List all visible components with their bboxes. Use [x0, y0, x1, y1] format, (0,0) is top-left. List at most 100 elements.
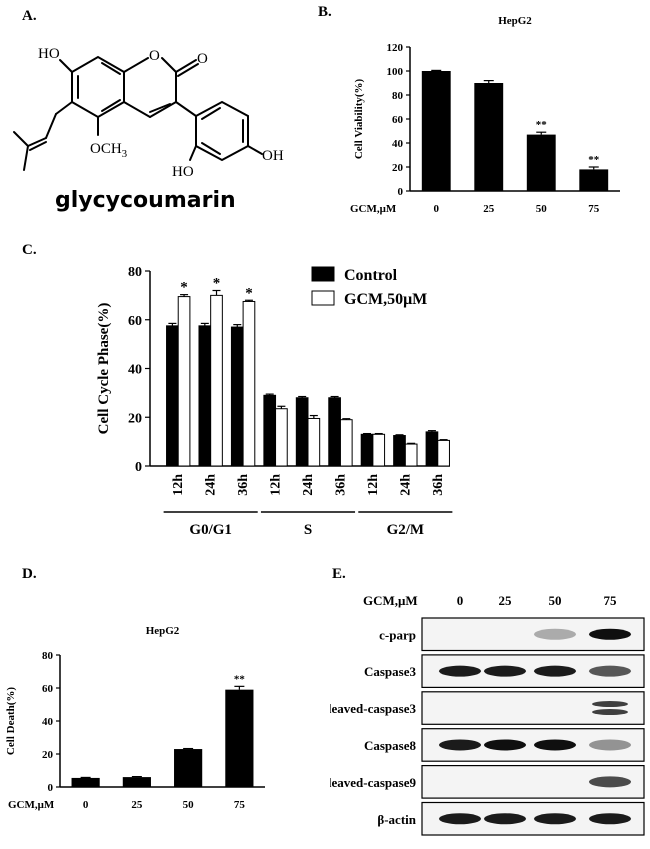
x-tick-label: 0	[83, 799, 89, 811]
bar-gcm-8	[437, 439, 450, 467]
band	[484, 813, 526, 825]
band	[534, 628, 576, 640]
group-label: G2/M	[387, 522, 425, 538]
atom-o-ring: O	[149, 48, 160, 64]
x-tick-label: 24h	[204, 474, 219, 496]
x-tick-label: 24h	[398, 474, 413, 496]
atom-o-carbonyl: O	[197, 51, 208, 67]
x-axis-label: GCM,μM	[8, 799, 55, 811]
y-tick-label: 80	[42, 650, 54, 662]
legend-label: Control	[344, 267, 398, 284]
y-tick-label: 120	[387, 42, 404, 54]
compound-name: glycycoumarin	[55, 188, 236, 213]
significance-marker: *	[245, 285, 253, 301]
blot-row-label: Caspase8	[364, 738, 417, 753]
band	[592, 701, 628, 708]
y-tick-label: 40	[392, 138, 404, 150]
band	[484, 665, 526, 677]
band	[589, 628, 631, 640]
lane-label: 50	[549, 593, 562, 608]
blot-row-label: Cleaved-caspase3	[330, 701, 416, 716]
blot-membrane	[421, 691, 645, 725]
band	[589, 665, 631, 677]
band	[589, 813, 631, 825]
y-tick-label: 80	[392, 90, 404, 102]
y-tick-label: 0	[398, 186, 404, 198]
y-tick-label: 40	[128, 363, 142, 378]
group-label: G0/G1	[189, 522, 232, 538]
band	[439, 813, 481, 825]
chart-d-cell-death: 0 20 40 60 80 0 25 50 75 ** GCM,μM HepG2 Cell Death(…	[5, 625, 265, 811]
x-axis-label: GCM,μM	[350, 203, 397, 215]
y-tick-label: 60	[42, 683, 54, 695]
lane-label: 0	[457, 593, 464, 608]
benzene-ring	[71, 55, 125, 119]
atom-ho-bottom: HO	[172, 164, 194, 180]
y-tick-label: 20	[128, 411, 142, 426]
bar-gcm-4	[307, 417, 321, 467]
atom-och3: OCH3	[90, 141, 128, 160]
bar-gcm-1	[210, 294, 223, 467]
bar-gcm-2	[242, 300, 256, 467]
bar-50	[174, 749, 203, 787]
chart-title: HepG2	[498, 15, 532, 27]
bar-control-2	[230, 326, 244, 467]
bar-gcm-3	[275, 408, 288, 467]
band	[534, 665, 576, 677]
blot-row-label: c-parp	[379, 627, 416, 642]
bar-control-1	[198, 325, 212, 467]
band	[534, 739, 576, 751]
band	[589, 739, 631, 751]
band	[589, 776, 631, 788]
x-tick-label: 12h	[171, 474, 186, 496]
legend-swatch	[311, 266, 335, 282]
x-tick-label: 36h	[333, 474, 348, 496]
panel-label-c: C.	[22, 242, 37, 258]
significance-marker: **	[588, 154, 600, 166]
significance-marker: *	[180, 280, 188, 296]
bar-25	[122, 777, 151, 787]
y-tick-label: 20	[42, 749, 54, 761]
bar-50	[526, 134, 556, 191]
chart-title: HepG2	[146, 625, 180, 637]
atom-oh-right: OH	[262, 148, 284, 164]
chart-c-cell-cycle: 0 20 40 60 80 * 12h * 24h * 36h 12h 24h 36h 12h 24h 36h G…	[96, 265, 453, 538]
bar-control-3	[263, 394, 277, 467]
x-tick-label: 36h	[236, 474, 251, 496]
bar-0	[71, 777, 100, 787]
significance-marker: **	[536, 119, 548, 131]
x-tick-label: 75	[234, 799, 246, 811]
panel-label-d: D.	[22, 566, 37, 582]
significance-marker: *	[213, 276, 221, 292]
blot-row-label: Cleaved-caspase9	[330, 775, 416, 790]
chart-b-cell-viability: 0 20 40 60 80 100 120 0 25 50 ** 75 ** GCM,μM HepG2 Cel…	[350, 15, 620, 215]
band	[439, 665, 481, 677]
x-tick-label: 36h	[431, 474, 446, 496]
bar-gcm-5	[339, 419, 353, 467]
bar-control-7	[393, 435, 406, 467]
panel-label-b: B.	[318, 4, 332, 20]
band	[592, 709, 628, 716]
y-tick-label: 40	[42, 716, 54, 728]
blot-row-label: Caspase3	[364, 664, 417, 679]
panel-label-e: E.	[332, 566, 346, 582]
y-tick-label: 0	[48, 782, 54, 794]
bar-control-8	[425, 431, 439, 467]
x-tick-label: 50	[536, 203, 548, 215]
y-tick-label: 100	[387, 66, 404, 78]
legend-swatch	[311, 290, 335, 306]
y-tick-label: 60	[128, 314, 142, 329]
bar-25	[474, 83, 504, 191]
x-tick-label: 50	[183, 799, 195, 811]
y-axis-label: Cell Death(%)	[5, 687, 17, 755]
atom-ho-top: HO	[38, 46, 60, 62]
x-tick-label: 25	[483, 203, 495, 215]
legend-label: GCM,50μM	[344, 291, 427, 308]
band	[439, 739, 481, 751]
blot-header-label: GCM,μM	[363, 593, 418, 608]
significance-marker: **	[234, 673, 246, 685]
y-axis-label: Cell Cycle Phase(%)	[96, 303, 112, 435]
x-tick-label: 75	[588, 203, 600, 215]
panel-label-a: A.	[22, 8, 37, 24]
lane-label: 25	[499, 593, 513, 608]
